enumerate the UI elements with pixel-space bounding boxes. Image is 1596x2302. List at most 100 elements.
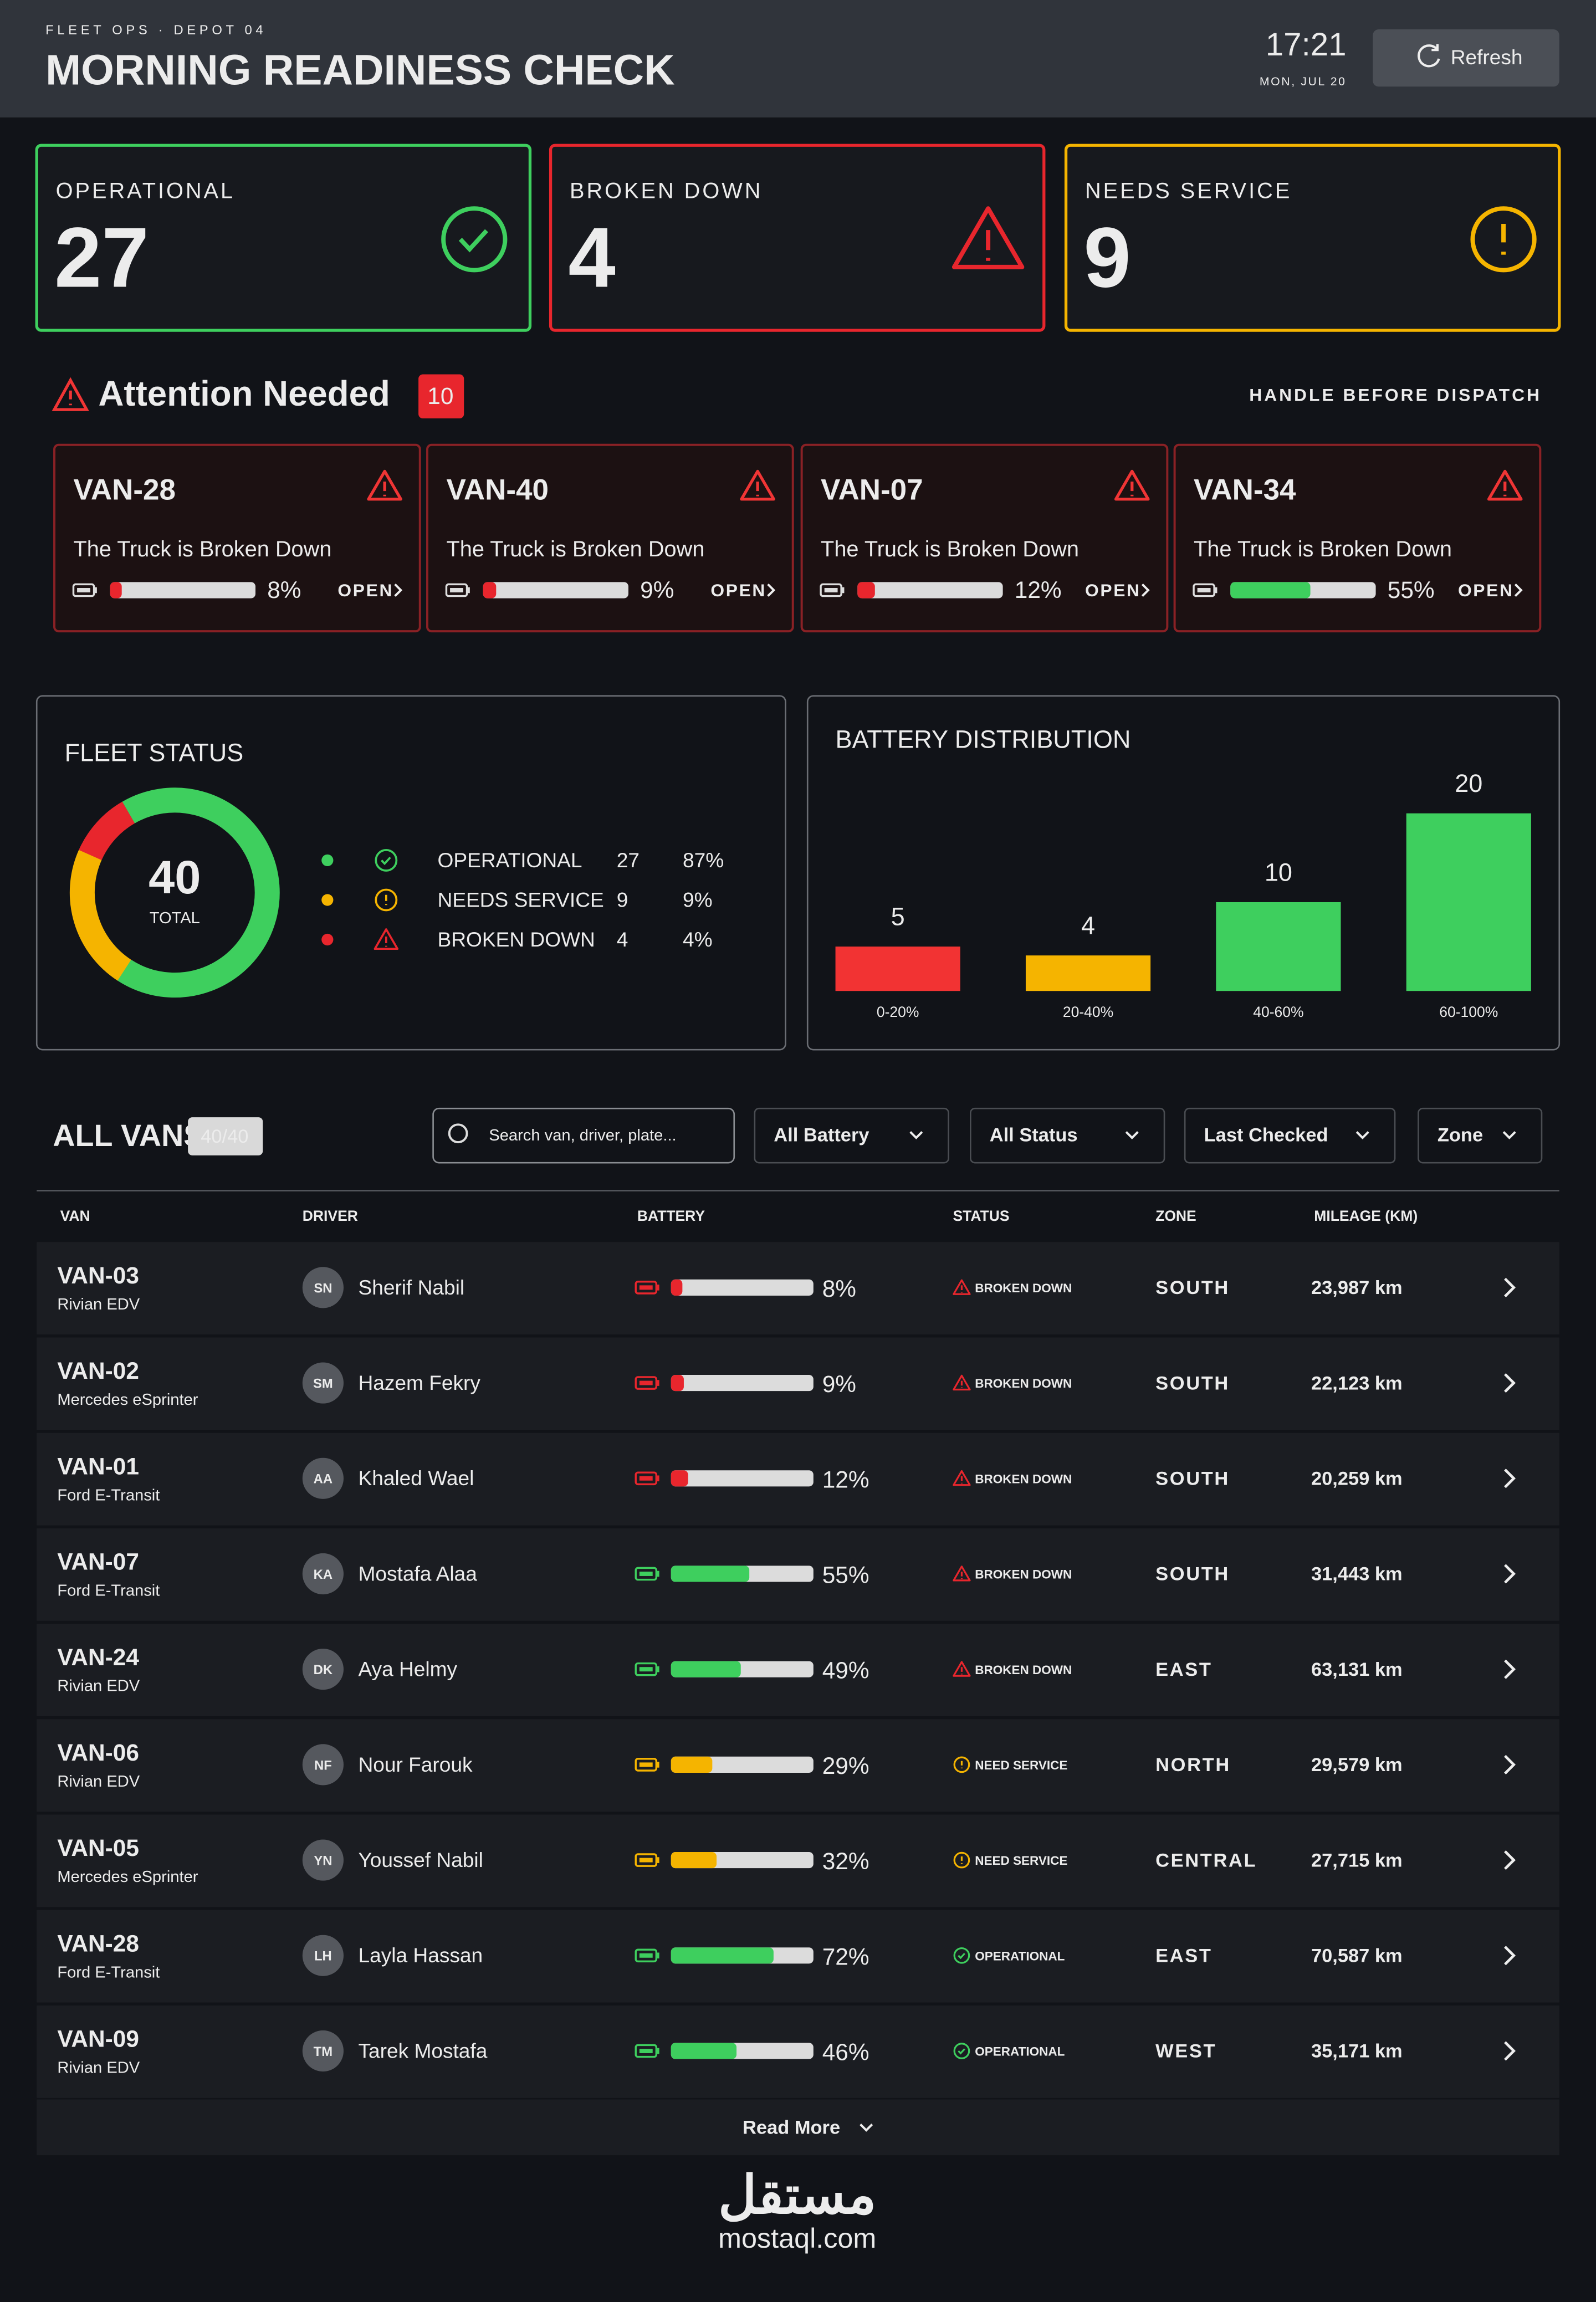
summary-label: OPERATIONAL <box>56 179 235 203</box>
battery-level <box>671 1279 683 1296</box>
status-label: OPERATIONAL <box>975 1949 1065 1963</box>
driver-name: Hazem Fekry <box>358 1371 480 1394</box>
legend-label: BROKEN DOWN <box>438 928 595 951</box>
warning-icon <box>953 1279 971 1295</box>
check-icon <box>375 849 398 872</box>
driver-name: Tarek Mostafa <box>358 2039 487 2062</box>
clock: 17:21 <box>1266 27 1347 63</box>
search-placeholder[interactable]: Search van, driver, plate... <box>489 1127 676 1144</box>
refresh-label[interactable]: Refresh <box>1451 45 1523 69</box>
battery-icon-tip <box>656 1952 659 1959</box>
battery-track <box>671 1375 814 1392</box>
battery-level <box>483 582 497 598</box>
battery-level <box>857 582 875 598</box>
distribution-label: 40-60% <box>1253 1004 1303 1020</box>
filter-dropdown[interactable] <box>1184 1107 1396 1164</box>
summary-label: BROKEN DOWN <box>570 179 763 203</box>
check-icon <box>953 2043 970 2059</box>
check-mark <box>381 857 391 866</box>
row-chevron[interactable] <box>1504 1850 1516 1870</box>
alert-battery-label: 9% <box>640 577 674 603</box>
van-id: VAN-24 <box>57 1644 139 1670</box>
check-icon <box>953 1947 970 1964</box>
search-box[interactable] <box>432 1107 735 1164</box>
row-chevron[interactable] <box>1504 1469 1516 1488</box>
avatar-initials: SN <box>314 1281 332 1296</box>
warning-icon <box>374 928 399 950</box>
warning-icon <box>953 1374 971 1391</box>
table-header <box>37 1190 1559 1241</box>
status-label: BROKEN DOWN <box>975 1377 1072 1390</box>
battery-icon-level <box>639 2049 653 2053</box>
filter-chevron <box>1355 1131 1369 1139</box>
battery-panel <box>806 695 1561 1051</box>
row-chevron[interactable] <box>1504 1754 1516 1774</box>
alert-van: VAN-40 <box>446 473 548 506</box>
battery-icon-level <box>639 1858 653 1863</box>
filter-label[interactable]: All Status <box>990 1125 1078 1146</box>
van-id: VAN-01 <box>57 1453 139 1479</box>
avatar-initials: AA <box>314 1472 332 1487</box>
distribution-count: 20 <box>1455 769 1482 797</box>
row-chevron[interactable] <box>1504 1373 1516 1393</box>
battery-icon-level <box>639 1667 653 1672</box>
battery-icon-level <box>639 1572 653 1576</box>
distribution-bar <box>1216 902 1341 991</box>
avatar-initials: SM <box>313 1377 333 1392</box>
filter-dropdown[interactable] <box>754 1107 949 1164</box>
battery-label: 32% <box>822 1848 869 1874</box>
status-label: OPERATIONAL <box>975 2045 1065 2059</box>
filter-chevron <box>909 1131 923 1139</box>
battery-icon-tip <box>656 1475 659 1482</box>
brand-url: mostaql.com <box>718 2222 876 2254</box>
row-chevron[interactable] <box>1504 1277 1516 1297</box>
alert-chevron <box>767 583 776 597</box>
battery-icon <box>72 583 95 597</box>
status-label: BROKEN DOWN <box>975 1472 1072 1486</box>
van-model: Rivian EDV <box>57 1296 140 1313</box>
filter-label[interactable]: Last Checked <box>1204 1125 1328 1146</box>
alert-action[interactable]: OPEN <box>1458 580 1514 600</box>
mileage: 27,715 km <box>1311 1850 1403 1871</box>
date: MON, JUL 20 <box>1260 75 1347 88</box>
row-chevron[interactable] <box>1504 1564 1516 1584</box>
filter-dropdown[interactable] <box>1418 1107 1543 1164</box>
zone: SOUTH <box>1155 1564 1230 1585</box>
battery-track <box>110 582 256 598</box>
distribution-bar <box>1025 955 1151 991</box>
row-chevron[interactable] <box>1504 2041 1516 2061</box>
filter-dropdown[interactable] <box>969 1107 1165 1164</box>
alert-message: The Truck is Broken Down <box>446 537 704 561</box>
row-chevron[interactable] <box>1504 1946 1516 1966</box>
battery-icon-tip <box>94 587 97 594</box>
distribution-bar <box>1406 813 1531 991</box>
avatar <box>302 1649 344 1690</box>
alert-message: The Truck is Broken Down <box>1194 537 1452 561</box>
driver-name: Mostafa Alaa <box>358 1562 477 1585</box>
alert-action[interactable]: OPEN <box>710 580 766 600</box>
driver-name: Nour Farouk <box>358 1753 473 1776</box>
filter-label[interactable]: Zone <box>1438 1125 1483 1146</box>
refresh-button[interactable] <box>1373 29 1559 87</box>
van-model: Rivian EDV <box>57 1773 140 1791</box>
alert-battery-label: 55% <box>1388 577 1435 603</box>
vans-count: 40/40 <box>201 1126 248 1147</box>
avatar-initials: KA <box>314 1567 332 1582</box>
read-more-bar[interactable] <box>37 2099 1559 2156</box>
attention-count: 10 <box>427 383 453 409</box>
battery-level <box>1230 582 1311 598</box>
summary-value: 4 <box>568 209 615 305</box>
read-more[interactable]: Read More <box>743 2117 840 2138</box>
summary-card <box>1064 144 1561 332</box>
warning-icon <box>740 469 775 501</box>
header-bar <box>0 0 1596 117</box>
avatar-initials: YN <box>314 1854 332 1869</box>
row-chevron[interactable] <box>1504 1659 1516 1679</box>
battery-label: 72% <box>822 1943 869 1970</box>
warning-icon <box>953 1566 971 1582</box>
battery-label: 8% <box>822 1276 856 1302</box>
alert-action[interactable]: OPEN <box>1085 580 1141 600</box>
battery-icon-tip <box>656 1857 659 1863</box>
alert-action[interactable]: OPEN <box>337 580 393 600</box>
filter-label[interactable]: All Battery <box>774 1125 869 1146</box>
